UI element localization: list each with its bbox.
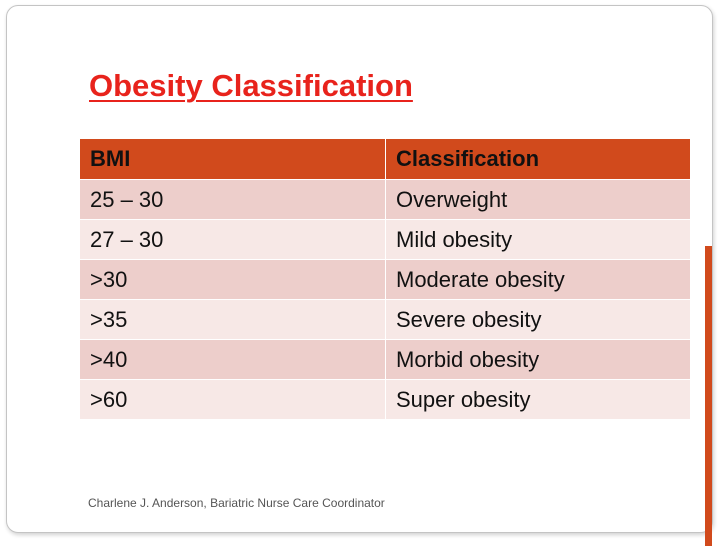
bmi-classification-table: BMI Classification 25 – 30 Overweight 27… [79, 138, 691, 420]
bmi-cell: >40 [79, 339, 386, 380]
accent-bar [705, 246, 712, 546]
classification-cell: Moderate obesity [385, 259, 691, 300]
classification-cell: Severe obesity [385, 299, 691, 340]
table-row: >40 Morbid obesity [79, 339, 691, 380]
table-row: >60 Super obesity [79, 379, 691, 420]
bmi-cell: 25 – 30 [79, 179, 386, 220]
classification-cell: Overweight [385, 179, 691, 220]
bmi-cell: >60 [79, 379, 386, 420]
table-row: 27 – 30 Mild obesity [79, 219, 691, 260]
classification-cell: Morbid obesity [385, 339, 691, 380]
classification-cell: Super obesity [385, 379, 691, 420]
bmi-cell: >30 [79, 259, 386, 300]
classification-cell: Mild obesity [385, 219, 691, 260]
footer-credit: Charlene J. Anderson, Bariatric Nurse Ca… [88, 496, 385, 510]
bmi-cell: >35 [79, 299, 386, 340]
table-row: >35 Severe obesity [79, 299, 691, 340]
table-row: 25 – 30 Overweight [79, 179, 691, 220]
header-bmi: BMI [79, 138, 386, 180]
header-classification: Classification [385, 138, 691, 180]
slide-title: Obesity Classification [89, 68, 413, 103]
table-header-row: BMI Classification [79, 138, 691, 180]
table-row: >30 Moderate obesity [79, 259, 691, 300]
slide: Obesity Classification BMI Classificatio… [6, 5, 713, 546]
bmi-cell: 27 – 30 [79, 219, 386, 260]
